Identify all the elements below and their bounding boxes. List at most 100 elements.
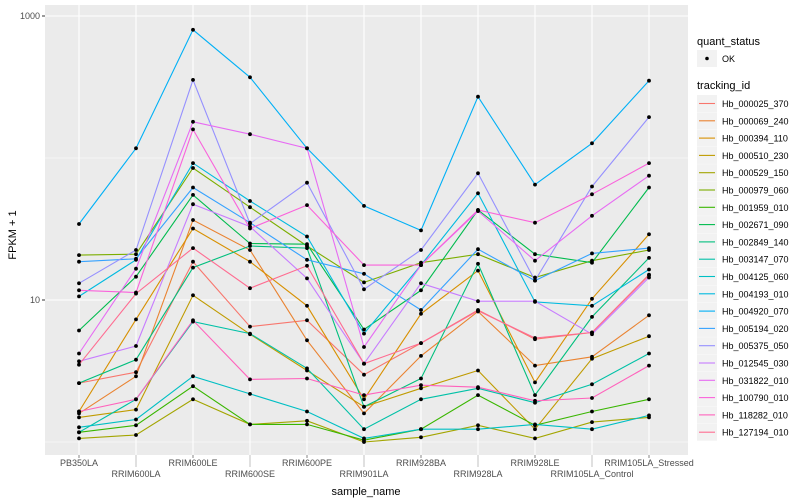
data-point xyxy=(191,259,195,264)
data-point xyxy=(77,436,81,441)
data-point xyxy=(362,397,366,402)
data-point xyxy=(476,299,480,304)
data-point xyxy=(590,396,594,400)
x-tick-label: RRIM600PE xyxy=(282,458,332,468)
data-point xyxy=(476,368,480,373)
data-point xyxy=(305,276,309,281)
data-point xyxy=(305,318,309,323)
data-point xyxy=(77,253,81,257)
data-point xyxy=(191,202,195,207)
data-point xyxy=(476,191,480,196)
x-tick-label: RRIM105LA_Control xyxy=(550,469,633,479)
data-point xyxy=(191,127,195,132)
data-point xyxy=(362,393,366,397)
data-point xyxy=(305,376,309,381)
data-point xyxy=(590,356,594,361)
data-point xyxy=(191,293,195,298)
data-point xyxy=(248,132,252,137)
data-point xyxy=(77,222,81,226)
data-point xyxy=(134,248,138,252)
data-point xyxy=(533,436,537,441)
data-point xyxy=(647,232,651,237)
data-point xyxy=(248,324,252,329)
data-point xyxy=(362,271,366,276)
data-point xyxy=(419,397,423,402)
data-point xyxy=(134,374,138,379)
data-point xyxy=(77,259,81,264)
legend-label: Hb_000529_150 xyxy=(722,168,789,178)
data-point xyxy=(305,409,309,414)
x-tick-label: RRIM105LA_Stressed xyxy=(604,458,694,468)
data-point xyxy=(248,259,252,264)
data-point xyxy=(362,263,366,267)
data-point xyxy=(77,430,81,435)
data-point xyxy=(191,27,195,32)
data-point xyxy=(77,281,81,286)
data-point xyxy=(362,436,366,441)
data-point xyxy=(134,252,138,257)
data-point xyxy=(191,246,195,251)
legend-label: Hb_100790_010 xyxy=(722,393,789,403)
data-point xyxy=(191,161,195,166)
data-point xyxy=(77,288,81,293)
data-point xyxy=(134,146,138,151)
y-tick-label: 10 xyxy=(30,295,40,305)
data-point xyxy=(191,318,195,323)
legend-label: Hb_001959_010 xyxy=(722,203,789,213)
data-point xyxy=(476,268,480,273)
data-point xyxy=(191,119,195,124)
legend-item: Hb_004920_070 xyxy=(697,302,789,320)
data-point xyxy=(647,161,651,166)
legend-label: Hb_002849_140 xyxy=(722,237,789,247)
data-point xyxy=(590,409,594,414)
data-point xyxy=(476,393,480,397)
legend-label: Hb_005194_020 xyxy=(722,324,789,334)
data-point xyxy=(305,418,309,423)
legend-label: Hb_000069_240 xyxy=(722,116,789,126)
data-point xyxy=(248,422,252,427)
data-point xyxy=(590,330,594,335)
data-point xyxy=(419,311,423,316)
legend-item: Hb_001959_010 xyxy=(697,198,789,216)
legend-point-icon xyxy=(705,56,709,61)
legend-label: Hb_005375_050 xyxy=(722,341,789,351)
data-point xyxy=(191,226,195,231)
data-point xyxy=(476,423,480,428)
data-point xyxy=(134,317,138,322)
x-axis: PB350LA RRIM600LA RRIM600LE RRIM600SE RRIM60… xyxy=(60,455,694,479)
data-point xyxy=(134,266,138,271)
data-point xyxy=(647,334,651,339)
data-point xyxy=(191,397,195,402)
data-point xyxy=(248,221,252,226)
data-point xyxy=(248,75,252,80)
data-point xyxy=(305,203,309,208)
legend: quant_status OK tracking_id Hb_000025_37… xyxy=(697,36,789,441)
legend-item: Hb_031822_010 xyxy=(697,371,789,389)
data-point xyxy=(590,184,594,189)
data-point xyxy=(647,313,651,318)
data-point xyxy=(248,226,252,231)
legend-item: Hb_005194_020 xyxy=(697,319,789,337)
data-point xyxy=(362,345,366,349)
data-point xyxy=(305,180,309,185)
data-point xyxy=(476,94,480,99)
data-point xyxy=(647,351,651,356)
data-point xyxy=(419,248,423,252)
data-point xyxy=(647,78,651,83)
data-point xyxy=(533,278,537,283)
data-point xyxy=(362,372,366,377)
data-point xyxy=(419,228,423,233)
data-point xyxy=(248,392,252,396)
data-point xyxy=(134,344,138,348)
legend-label: Hb_003147_070 xyxy=(722,255,789,265)
data-point xyxy=(191,265,195,270)
data-point xyxy=(647,173,651,178)
data-point xyxy=(362,361,366,366)
data-point xyxy=(134,370,138,375)
y-axis: 10 1000 xyxy=(20,11,45,305)
x-axis-title: sample_name xyxy=(331,486,400,498)
data-point xyxy=(305,338,309,343)
x-tick-label: RRIM600LA xyxy=(111,469,160,479)
legend-label-ok: OK xyxy=(722,54,735,64)
data-point xyxy=(305,246,309,251)
